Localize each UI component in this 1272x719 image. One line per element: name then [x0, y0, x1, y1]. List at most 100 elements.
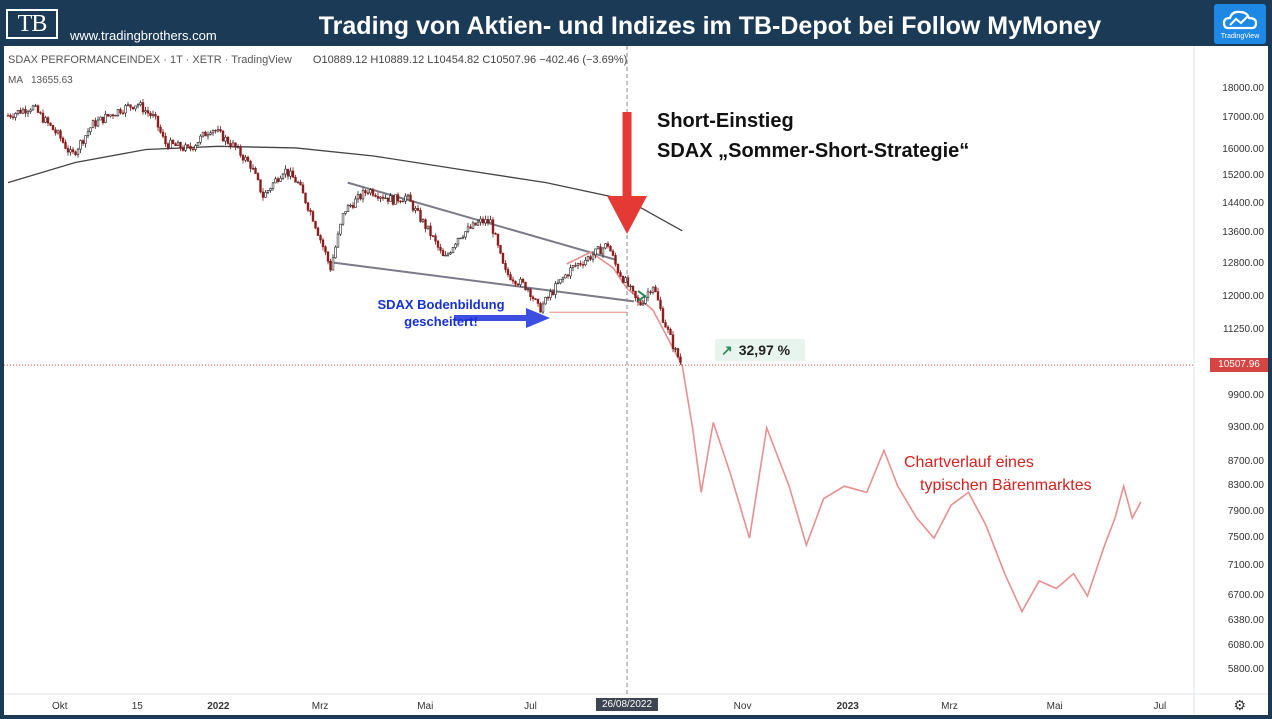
candle-body	[631, 285, 635, 292]
candle-body	[246, 156, 250, 162]
candle-body	[501, 252, 505, 264]
candle-body	[521, 278, 525, 283]
title-banner: TB www.tradingbrothers.com Trading von A…	[0, 0, 1272, 46]
candle-body	[459, 237, 462, 240]
chart-area[interactable]: SDAX PERFORMANCEINDEX · 1T · XETR · Trad…	[4, 46, 1268, 715]
candle-body	[606, 243, 610, 247]
site-url[interactable]: www.tradingbrothers.com	[70, 28, 217, 43]
candle-body	[626, 277, 630, 287]
candle-body	[259, 179, 262, 193]
time-tick-label: Jul	[1153, 701, 1167, 712]
candle-body	[156, 115, 160, 128]
candle-body	[621, 275, 625, 283]
trendline-2	[328, 260, 635, 303]
candle-body	[211, 129, 215, 134]
candle-body	[574, 265, 577, 267]
candle-body	[166, 143, 170, 149]
chart-canvas[interactable]	[4, 46, 1268, 715]
candle-body	[194, 145, 197, 150]
candle-body	[426, 225, 430, 229]
candle-body	[21, 109, 25, 114]
gear-icon[interactable]: ⚙	[1233, 697, 1246, 713]
price-tick-label: 7100.00	[1227, 560, 1264, 572]
candle-body	[184, 144, 187, 151]
candle-body	[556, 282, 560, 285]
candle-body	[241, 155, 245, 161]
candle-body	[46, 117, 50, 124]
price-tick-label: 7500.00	[1227, 532, 1264, 544]
candle-body	[479, 218, 482, 223]
ma-label[interactable]: MA	[8, 75, 23, 86]
candle-body	[164, 135, 167, 145]
candle-body	[569, 267, 572, 277]
candle-body	[231, 142, 235, 147]
candle-body	[536, 298, 540, 304]
candle-body	[511, 279, 515, 282]
candle-body	[101, 116, 105, 123]
bottom-failed-line2: gescheitert!	[404, 314, 478, 329]
candle-body	[104, 114, 107, 123]
price-tick-label: 15200.00	[1222, 169, 1264, 181]
moving-average-layer	[7, 145, 683, 232]
ohlc-values: O10889.12 H10889.12 L10454.82 C10507.96 …	[312, 54, 628, 66]
candle-body	[441, 250, 445, 257]
candle-body	[489, 219, 492, 223]
candle-body	[629, 285, 632, 288]
time-tick-label: Jul	[524, 701, 537, 712]
candle-body	[439, 247, 442, 251]
candle-body	[549, 291, 552, 298]
tb-logo: TB	[6, 9, 58, 39]
candle-body	[44, 117, 47, 123]
candle-body	[266, 190, 270, 193]
candle-body	[66, 148, 70, 153]
candle-body	[396, 194, 400, 202]
candle-body	[674, 348, 677, 350]
candle-body	[339, 223, 342, 235]
candle-body	[146, 110, 150, 114]
candle-body	[604, 243, 607, 249]
candle-body	[269, 188, 272, 191]
candle-body	[381, 196, 385, 199]
candle-body	[376, 196, 380, 199]
candle-body	[81, 140, 85, 144]
candle-body	[599, 246, 602, 255]
bottom-failed-arrow-head	[526, 308, 550, 328]
candle-body	[169, 139, 172, 149]
candle-body	[41, 112, 45, 123]
candle-body	[529, 288, 532, 298]
candle-body	[639, 301, 642, 306]
candle-body	[254, 167, 257, 174]
candle-body	[224, 136, 227, 142]
candle-body	[499, 244, 502, 254]
candle-body	[76, 148, 80, 156]
banner-title: Trading von Aktien- und Indizes im TB-De…	[318, 12, 1102, 40]
candle-body	[54, 129, 57, 134]
price-tick-label: 17000.00	[1222, 112, 1264, 124]
candle-body	[306, 202, 310, 211]
candle-body	[214, 129, 217, 132]
candle-body	[49, 122, 52, 126]
candle-body	[374, 194, 377, 197]
candle-body	[654, 286, 657, 292]
candle-body	[581, 264, 585, 266]
candle-body	[316, 227, 320, 236]
candle-body	[546, 297, 550, 299]
symbol-name[interactable]: SDAX PERFORMANCEINDEX · 1T · XETR · Trad…	[8, 54, 292, 66]
candle-body	[664, 322, 667, 328]
price-tick-label: 7900.00	[1227, 505, 1264, 517]
candle-body	[229, 143, 232, 147]
candle-body	[209, 132, 212, 135]
candle-body	[614, 255, 617, 265]
candle-body	[619, 272, 622, 277]
candle-body	[464, 231, 467, 238]
bottom-failed-annotation: SDAX Bodenbildung gescheitert!	[366, 296, 516, 330]
candle-body	[354, 198, 357, 208]
candle-body	[616, 264, 620, 273]
candle-body	[349, 204, 352, 207]
time-tick-label: Mai	[1046, 701, 1063, 712]
candle-body	[676, 348, 680, 358]
candle-body	[451, 247, 455, 253]
candle-body	[624, 277, 627, 283]
candle-body	[656, 291, 660, 301]
